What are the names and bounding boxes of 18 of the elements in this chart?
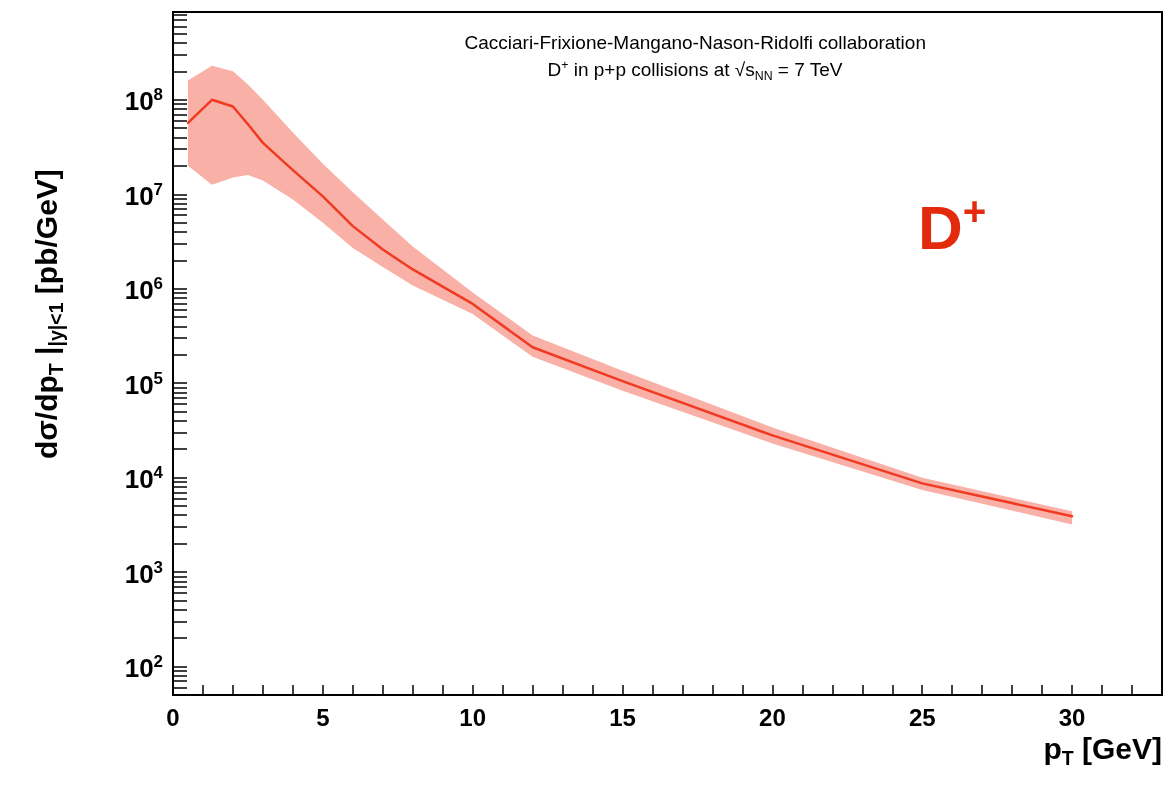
x-tick-label: 0 [166, 703, 180, 731]
y-tick-label: 10$^{2}$ [124, 651, 163, 685]
annotation: D$^{+}$ [918, 188, 987, 263]
x-tick-label: 5 [316, 703, 330, 731]
y-tick-label: 10$^{8}$ [124, 85, 163, 118]
y-tick-label: 10$^{4}$ [124, 463, 163, 496]
x-tick-label: 25 [908, 703, 936, 731]
y-tick-label: 10$^{3}$ [124, 557, 163, 590]
x-tick-label: 15 [609, 703, 636, 731]
x-tick-label: 10 [459, 703, 487, 731]
x-tick-label: 20 [759, 703, 786, 731]
y-tick-label: 10$^{5}$ [124, 368, 163, 401]
annotation: Cacciari-Frixione-Mangano-Nason-Ridolfi collaboration [464, 32, 926, 54]
y-tick-label: 10$^{7}$ [124, 179, 163, 212]
x-tick-label: 30 [1058, 703, 1086, 731]
x-axis-title: p$_{T}$ [GeV] [1043, 732, 1162, 769]
annotation: D$^{+}$ in p+p collisions at √s$_{NN}$ = 7 TeV [547, 57, 843, 83]
y-tick-label: 10$^{6}$ [124, 274, 163, 307]
